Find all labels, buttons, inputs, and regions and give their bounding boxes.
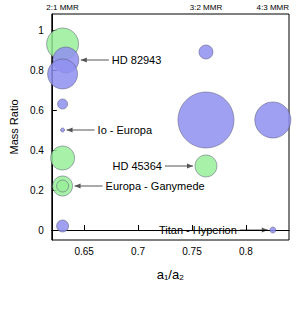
svg-text:Mass Ratio: Mass Ratio: [8, 99, 20, 154]
svg-text:0.6: 0.6: [30, 105, 44, 116]
svg-text:0.8: 0.8: [239, 246, 253, 257]
svg-text:2:1 MMR: 2:1 MMR: [46, 3, 79, 12]
svg-text:HD 45364: HD 45364: [112, 160, 162, 172]
svg-text:0.75: 0.75: [182, 246, 202, 257]
svg-text:Titan - Hyperion: Titan - Hyperion: [159, 224, 237, 236]
svg-text:0.4: 0.4: [30, 145, 44, 156]
svg-text:HD 82943: HD 82943: [112, 54, 162, 66]
svg-text:0.8: 0.8: [30, 65, 44, 76]
svg-text:0.2: 0.2: [30, 185, 44, 196]
svg-text:3:2 MMR: 3:2 MMR: [190, 3, 223, 12]
svg-text:1: 1: [38, 25, 44, 36]
svg-text:4:3 MMR: 4:3 MMR: [257, 3, 290, 12]
svg-text:0: 0: [38, 225, 44, 236]
svg-text:a₁/a₂: a₁/a₂: [157, 267, 185, 282]
svg-text:0.7: 0.7: [131, 246, 145, 257]
svg-text:Europa - Ganymede: Europa - Ganymede: [106, 180, 205, 192]
svg-text:0.65: 0.65: [74, 246, 94, 257]
svg-text:Io - Europa: Io - Europa: [98, 124, 153, 136]
